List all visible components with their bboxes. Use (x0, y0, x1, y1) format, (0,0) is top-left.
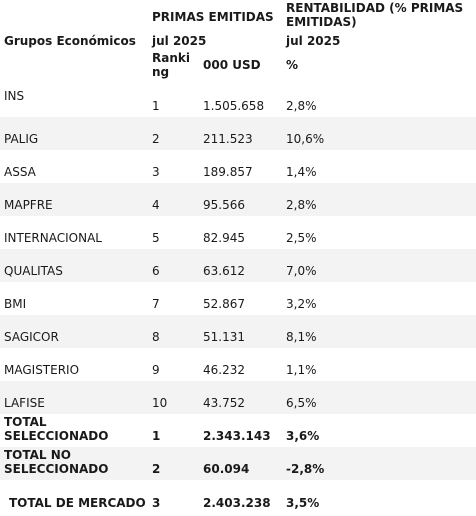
total-label-line1: TOTAL NO (4, 448, 71, 462)
rank-cell: 2 (152, 132, 160, 146)
rank-cell: 1 (152, 429, 161, 443)
amount-cell: 95.566 (203, 198, 245, 212)
group-name: INS (4, 89, 25, 103)
group-name: MAGISTERIO (4, 363, 80, 377)
group-name: BMI (4, 297, 27, 311)
table-row: MAPFRE 4 95.566 2,8% (0, 183, 476, 216)
rank-cell: 9 (152, 363, 160, 377)
pct-cell: 6,5% (286, 396, 317, 410)
rank-cell: 6 (152, 264, 160, 278)
table-row: QUALITAS 6 63.612 7,0% (0, 249, 476, 282)
amount-cell: 51.131 (203, 330, 245, 344)
group-name: LAFISE (4, 396, 45, 410)
rank-cell: 4 (152, 198, 160, 212)
rank-cell: 2 (152, 462, 161, 476)
amount-cell: 60.094 (203, 462, 250, 476)
header-primas-emitidas: PRIMAS EMITIDAS (152, 10, 274, 24)
amount-cell: 52.867 (203, 297, 245, 311)
rank-cell: 7 (152, 297, 160, 311)
amount-cell: 2.343.143 (203, 429, 271, 443)
table-row: BMI 7 52.867 3,2% (0, 282, 476, 315)
header-groups: Grupos Económicos (4, 34, 136, 48)
header-ranking-line2: ng (152, 65, 170, 79)
header-rentabilidad-line2: EMITIDAS) (286, 15, 357, 29)
pct-cell: 2,5% (286, 231, 317, 245)
total-market-label: TOTAL DE MERCADO (9, 496, 146, 510)
pct-cell: 1,4% (286, 165, 317, 179)
header-ranking-line1: Ranki (152, 51, 190, 65)
amount-cell: 46.232 (203, 363, 245, 377)
table-row: LAFISE 10 43.752 6,5% (0, 381, 476, 414)
pct-cell: 3,5% (286, 496, 320, 510)
pct-cell: 7,0% (286, 264, 317, 278)
pct-cell: 10,6% (286, 132, 325, 146)
pct-cell: 3,2% (286, 297, 317, 311)
pct-cell: 2,8% (286, 198, 317, 212)
amount-cell: 63.612 (203, 264, 245, 278)
header-pct-unit: % (286, 58, 299, 72)
rank-cell: 3 (152, 496, 161, 510)
rank-cell: 10 (152, 396, 168, 410)
pct-cell: 2,8% (286, 99, 317, 113)
total-label-line2: SELECCIONADO (4, 429, 109, 443)
header-rentabilidad-period: jul 2025 (286, 34, 341, 48)
table-row: INS 1 1.505.658 2,8% (0, 84, 476, 117)
pct-cell: 8,1% (286, 330, 317, 344)
pct-cell: 3,6% (286, 429, 320, 443)
total-not-selected-row: TOTAL NO SELECCIONADO 2 60.094 -2,8% (0, 447, 476, 480)
group-name: PALIG (4, 132, 39, 146)
rank-cell: 5 (152, 231, 160, 245)
total-label-line1: TOTAL (4, 415, 47, 429)
header-rentabilidad-line1: RENTABILIDAD (% PRIMAS (286, 1, 464, 15)
pct-cell: 1,1% (286, 363, 317, 377)
table-header: Grupos Económicos PRIMAS EMITIDAS jul 20… (0, 0, 476, 84)
group-name: INTERNACIONAL (4, 231, 102, 245)
total-market-row: TOTAL DE MERCADO 3 2.403.238 3,5% (0, 480, 476, 516)
total-label-line2: SELECCIONADO (4, 462, 109, 476)
group-name: ASSA (4, 165, 36, 179)
amount-cell: 2.403.238 (203, 496, 271, 510)
group-name: QUALITAS (4, 264, 63, 278)
amount-cell: 189.857 (203, 165, 253, 179)
table-row: PALIG 2 211.523 10,6% (0, 117, 476, 150)
pct-cell: -2,8% (286, 462, 325, 476)
group-name: SAGICOR (4, 330, 59, 344)
amount-cell: 43.752 (203, 396, 245, 410)
rank-cell: 3 (152, 165, 160, 179)
table-row: ASSA 3 189.857 1,4% (0, 150, 476, 183)
total-selected-row: TOTAL SELECCIONADO 1 2.343.143 3,6% (0, 414, 476, 447)
header-amount-unit: 000 USD (203, 58, 261, 72)
header-primas-period: jul 2025 (152, 34, 207, 48)
table-row: MAGISTERIO 9 46.232 1,1% (0, 348, 476, 381)
amount-cell: 211.523 (203, 132, 253, 146)
rank-cell: 1 (152, 99, 160, 113)
group-name: MAPFRE (4, 198, 53, 212)
amount-cell: 82.945 (203, 231, 245, 245)
rank-cell: 8 (152, 330, 160, 344)
amount-cell: 1.505.658 (203, 99, 265, 113)
table-row: INTERNACIONAL 5 82.945 2,5% (0, 216, 476, 249)
table-row: SAGICOR 8 51.131 8,1% (0, 315, 476, 348)
